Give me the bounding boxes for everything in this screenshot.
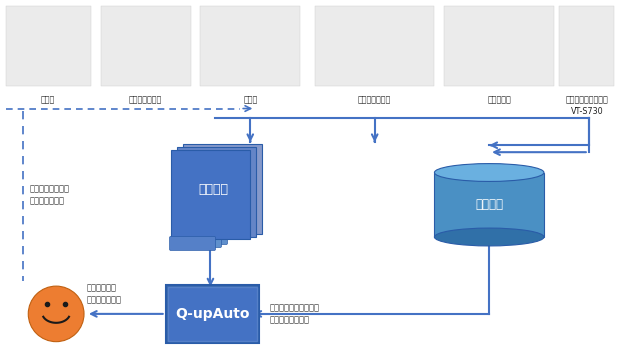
- Ellipse shape: [435, 163, 544, 181]
- Text: 実装情報: 実装情報: [198, 183, 228, 196]
- Text: 実装機起因の
異常検知・通知: 実装機起因の 異常検知・通知: [87, 283, 122, 305]
- FancyBboxPatch shape: [315, 6, 435, 86]
- FancyBboxPatch shape: [170, 150, 250, 239]
- Text: リフロー後検査装置
VT-S730: リフロー後検査装置 VT-S730: [565, 96, 608, 116]
- Text: 品質情報: 品質情報: [475, 198, 503, 211]
- Text: 実装機: 実装機: [243, 96, 257, 105]
- FancyBboxPatch shape: [167, 287, 257, 341]
- FancyBboxPatch shape: [175, 233, 221, 247]
- Circle shape: [29, 286, 84, 342]
- Text: 印刷機: 印刷機: [41, 96, 55, 105]
- FancyBboxPatch shape: [170, 237, 215, 250]
- FancyBboxPatch shape: [200, 6, 300, 86]
- Text: リフロー炉: リフロー炉: [487, 96, 511, 105]
- FancyBboxPatch shape: [166, 285, 259, 343]
- FancyBboxPatch shape: [182, 144, 262, 233]
- FancyBboxPatch shape: [177, 147, 256, 237]
- FancyBboxPatch shape: [445, 6, 554, 86]
- Bar: [435, 173, 544, 237]
- FancyBboxPatch shape: [559, 6, 614, 86]
- Ellipse shape: [435, 228, 544, 246]
- Text: 実装後検査装置: 実装後検査装置: [358, 96, 391, 105]
- Text: 通知内容を頼りに
実装機のメンテ: 通知内容を頼りに 実装機のメンテ: [29, 184, 69, 205]
- Text: 実装情報と品質情報を
リンク＆変動管理: 実装情報と品質情報を リンク＆変動管理: [269, 303, 319, 325]
- Text: 印刷後検査装置: 印刷後検査装置: [129, 96, 162, 105]
- FancyBboxPatch shape: [182, 231, 228, 244]
- FancyBboxPatch shape: [101, 6, 190, 86]
- FancyBboxPatch shape: [6, 6, 91, 86]
- Text: Q-upAuto: Q-upAuto: [175, 307, 250, 321]
